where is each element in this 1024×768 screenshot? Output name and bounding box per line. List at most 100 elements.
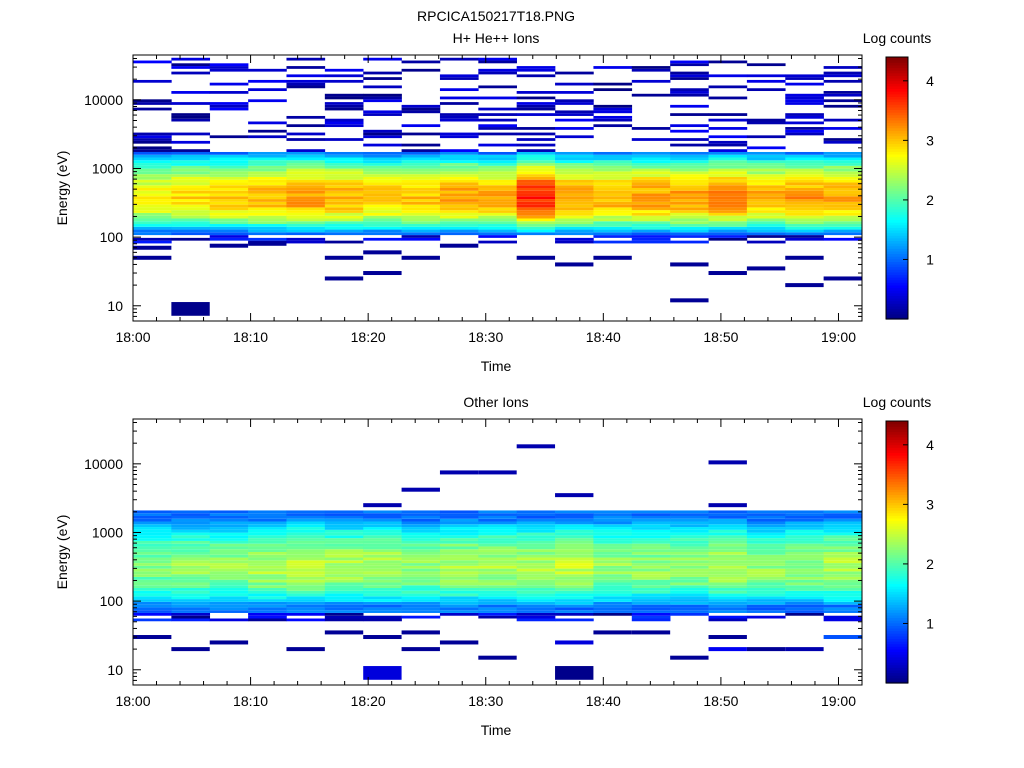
- heatmap-cell: [171, 510, 211, 514]
- colorbar-strip: [886, 457, 908, 461]
- heatmap-cell: [631, 610, 671, 613]
- heatmap-cell: [708, 535, 748, 539]
- x-tick-label: 18:00: [115, 329, 150, 345]
- heatmap-cell: [593, 546, 633, 550]
- colorbar-strip: [886, 596, 908, 600]
- heatmap-cell: [133, 565, 172, 569]
- heatmap-cell: [133, 151, 172, 155]
- heatmap-cell: [478, 612, 517, 616]
- heatmap-cell: [171, 212, 211, 216]
- heatmap-cell: [478, 529, 517, 533]
- heatmap-cell: [324, 174, 364, 177]
- heatmap-cell: [478, 224, 517, 227]
- colorbar-strip: [886, 578, 908, 582]
- heatmap-cell: [439, 174, 479, 177]
- heatmap-cell: [631, 615, 671, 619]
- heatmap-cell: [823, 66, 863, 69]
- heatmap-cell: [516, 444, 556, 449]
- heatmap-cell: [363, 615, 402, 619]
- heatmap-cell: [670, 154, 709, 158]
- heatmap-cell: [708, 460, 747, 465]
- heatmap-cell: [286, 515, 326, 519]
- heatmap-cell: [708, 271, 747, 276]
- heatmap-cell: [478, 226, 517, 230]
- heatmap-cell: [478, 221, 517, 225]
- heatmap-cell: [133, 157, 172, 161]
- heatmap-cell: [785, 510, 824, 514]
- heatmap-cell: [133, 568, 172, 572]
- heatmap-cell: [516, 149, 556, 152]
- heatmap-cell: [133, 226, 172, 230]
- heatmap-cell: [363, 160, 402, 164]
- heatmap-cell: [708, 157, 748, 161]
- heatmap-cell: [708, 582, 748, 586]
- colorbar-strip: [886, 525, 908, 530]
- heatmap-cell: [401, 107, 441, 111]
- heatmap-cell: [631, 540, 671, 544]
- heatmap-cell: [631, 593, 671, 597]
- heatmap-cell: [478, 188, 517, 191]
- colorbar-strip: [886, 460, 908, 464]
- heatmap-cell: [670, 232, 709, 236]
- heatmap-cell: [171, 193, 211, 197]
- heatmap-cell: [516, 576, 556, 580]
- heatmap-cell: [248, 201, 287, 205]
- heatmap-cell: [324, 557, 364, 561]
- heatmap-cell: [670, 157, 709, 161]
- heatmap-cell: [286, 579, 326, 583]
- heatmap-cell: [401, 60, 441, 64]
- heatmap-cell: [439, 171, 479, 175]
- heatmap-cell: [708, 199, 748, 202]
- colorbar-strip: [886, 434, 908, 438]
- heatmap-cell: [248, 190, 287, 194]
- heatmap-cell: [171, 210, 211, 213]
- heatmap-cell: [478, 510, 517, 514]
- colorbar-strip: [886, 646, 908, 650]
- heatmap-cell: [670, 218, 709, 222]
- heatmap-cell: [516, 193, 556, 197]
- heatmap-cell: [439, 535, 479, 539]
- heatmap-cell: [248, 207, 287, 211]
- heatmap-cell: [324, 540, 364, 544]
- heatmap-cell: [248, 129, 287, 133]
- heatmap-cell: [823, 554, 863, 558]
- heatmap-cell: [401, 601, 441, 605]
- heatmap-cell: [555, 546, 594, 550]
- heatmap-cell: [631, 535, 671, 539]
- colorbar-strip: [886, 483, 908, 488]
- heatmap-cell: [785, 210, 824, 213]
- heatmap-cell: [516, 524, 556, 528]
- heatmap-cell: [785, 185, 824, 188]
- heatmap-cell: [823, 601, 863, 605]
- heatmap-cell: [555, 521, 594, 525]
- heatmap-cell: [555, 574, 594, 577]
- heatmap-cell: [746, 160, 786, 164]
- heatmap-cell: [670, 612, 709, 616]
- heatmap-cell: [209, 513, 249, 516]
- heatmap-cell: [401, 237, 441, 241]
- heatmap-cell: [555, 185, 594, 188]
- heatmap-cell: [401, 124, 441, 128]
- heatmap-cell: [439, 118, 479, 122]
- heatmap-cell: [324, 604, 364, 608]
- heatmap-cell: [593, 524, 633, 528]
- heatmap-cell: [133, 60, 172, 64]
- heatmap-cell: [746, 196, 786, 200]
- heatmap-cell: [133, 604, 172, 608]
- heatmap-cell: [746, 560, 786, 564]
- heatmap-cell: [171, 118, 211, 122]
- colorbar-strip: [886, 287, 908, 291]
- heatmap-cell: [286, 535, 326, 539]
- colorbar-strip: [886, 517, 908, 522]
- heatmap-cell: [286, 82, 326, 86]
- heatmap-cell: [823, 179, 863, 183]
- heatmap-cell: [209, 104, 249, 108]
- heatmap-cell: [593, 118, 633, 122]
- heatmap-cell: [631, 151, 671, 155]
- heatmap-cell: [516, 574, 556, 577]
- heatmap-cell: [171, 593, 211, 597]
- heatmap-cell: [746, 215, 786, 219]
- heatmap-cell: [516, 204, 556, 208]
- heatmap-cell: [593, 157, 633, 161]
- colorbar-strip: [886, 662, 908, 666]
